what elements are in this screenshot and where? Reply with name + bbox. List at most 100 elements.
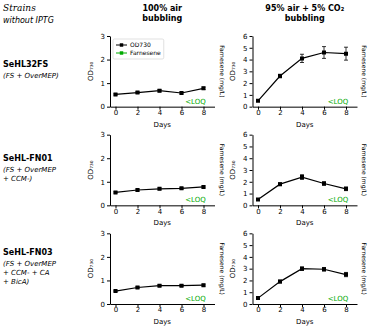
y-tick-mark [107, 182, 110, 183]
x-tick-label: 6 [180, 306, 185, 314]
x-tick: 6 [180, 205, 185, 215]
y-tick-mark [107, 205, 110, 206]
y-tick-mark [107, 158, 110, 159]
x-tick: 0 [114, 107, 118, 117]
error-bar [322, 267, 326, 271]
x-tick: 8 [344, 304, 348, 314]
y-axis-title: OD₇₃₀ [229, 160, 237, 180]
y-tick: 1 [243, 92, 252, 100]
point [202, 86, 206, 90]
point [114, 289, 118, 293]
point [180, 186, 184, 190]
y-tick-label: 1 [243, 92, 247, 100]
y-tick: 3 [243, 167, 252, 175]
y-tick-mark [250, 83, 253, 84]
error-bar [344, 47, 348, 60]
x-tick: 8 [344, 205, 348, 215]
y-tick-mark [250, 194, 253, 195]
x-tick: 6 [180, 107, 185, 117]
x-axis: 02468 [111, 304, 216, 314]
x-tick-label: 0 [114, 109, 118, 117]
y-tick-label: 6 [243, 131, 248, 139]
y-axis-title: OD₇₃₀ [87, 160, 95, 180]
row-label-name: SeHL-FN01 [3, 154, 53, 163]
y-tick: 2 [101, 56, 110, 64]
point [322, 50, 326, 54]
x-tick-label: 8 [344, 306, 348, 314]
y-tick-mark [107, 135, 110, 136]
y-tick-mark [107, 257, 110, 258]
column-title-line: 95% air + 5% CO₂ [265, 4, 344, 13]
header-line: without IPTG [3, 16, 54, 25]
y-tick: 5 [243, 242, 252, 250]
y-tick: 3 [243, 68, 252, 76]
x-axis: 02468 [111, 107, 216, 117]
row-label-desc: (FS + OverMEP+ CCM- + CA+ BicA) [3, 260, 57, 286]
y-tick-label: 1 [101, 277, 105, 285]
x-tick: 8 [202, 304, 206, 314]
y2-axis-title: Farnesene (mg/L) [218, 45, 226, 97]
x-tick: 4 [300, 107, 305, 117]
y2-axis-title: Farnesene (mg/L) [218, 242, 226, 294]
point [136, 188, 140, 192]
y-tick: 1 [101, 179, 110, 187]
y-tick-label: 2 [243, 80, 247, 88]
error-bar [300, 267, 304, 271]
column-title-line: bubbling [285, 14, 325, 23]
column-title: 100% airbubbling [142, 4, 182, 23]
y-tick-mark [250, 280, 253, 281]
panel: 024680123456DaysOD₇₃₀Farnesene (mg/L)<LO… [229, 230, 368, 326]
x-axis-line [253, 107, 358, 108]
y-tick: 0 [101, 301, 110, 309]
plot-marks [114, 86, 206, 96]
x-tick-label: 8 [344, 208, 348, 216]
y-tick: 4 [243, 56, 252, 64]
y-tick: 2 [243, 80, 252, 88]
plot-marks [114, 283, 206, 293]
point [322, 267, 326, 271]
x-axis-title: Days [154, 219, 172, 227]
error-bar [278, 183, 282, 186]
y-tick-mark [107, 304, 110, 305]
y2-axis-title: Farnesene (mg/L) [360, 242, 368, 294]
row-label-desc: (FS + OverMEP) [3, 72, 59, 80]
panel: 024680123DaysOD₇₃₀Farnesene (mg/L)<LOQ [87, 131, 226, 227]
y-tick: 0 [243, 202, 252, 210]
y-axis-title: OD₇₃₀ [229, 61, 237, 81]
y-tick-label: 6 [243, 230, 248, 238]
y-tick: 1 [101, 277, 110, 285]
point [158, 284, 162, 288]
y-tick-label: 2 [243, 179, 247, 187]
y-tick: 0 [101, 202, 110, 210]
y-tick: 2 [243, 179, 252, 187]
x-axis: 02468 [253, 107, 358, 117]
x-tick-label: 8 [202, 306, 206, 314]
x-axis-title: Days [154, 318, 172, 326]
y-tick-label: 0 [243, 301, 247, 309]
x-tick-label: 0 [256, 306, 260, 314]
y-tick-label: 3 [101, 33, 105, 41]
point [158, 89, 162, 93]
x-tick: 6 [180, 304, 185, 314]
series-line [258, 52, 346, 100]
point [344, 52, 348, 56]
y-tick: 6 [243, 230, 252, 238]
y-axis: 0123456 [243, 230, 253, 309]
y-tick-mark [107, 36, 110, 37]
y-tick-mark [250, 95, 253, 96]
y-tick-label: 5 [243, 242, 247, 250]
x-axis-line [253, 304, 358, 305]
y-tick: 1 [243, 190, 252, 198]
x-tick: 8 [344, 107, 348, 117]
x-tick-label: 4 [300, 208, 305, 216]
point [114, 92, 118, 96]
panel: 024680123456DaysOD₇₃₀Farnesene (mg/L)<LO… [229, 131, 368, 227]
y-axis: 0123456 [243, 131, 253, 210]
x-tick: 4 [158, 205, 163, 215]
y-tick-label: 2 [101, 254, 105, 262]
column-title: 95% air + 5% CO₂bubbling [265, 4, 344, 23]
error-bar [278, 74, 282, 78]
x-tick: 6 [322, 205, 327, 215]
y-tick-label: 3 [243, 167, 247, 175]
x-axis-title: Days [154, 121, 172, 129]
